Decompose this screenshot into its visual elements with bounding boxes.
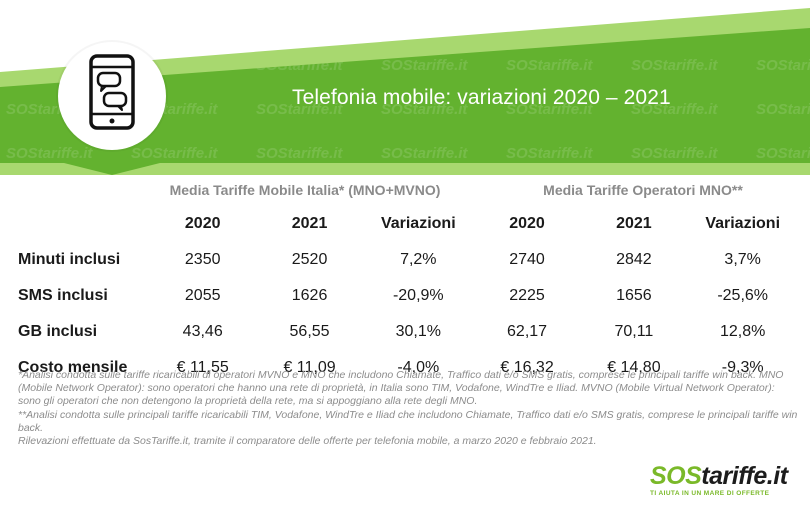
sostariffe-logo: SOStariffe.it TI AIUTA IN UN MARE DI OFF…: [650, 463, 800, 503]
column-header: 2020: [184, 215, 221, 232]
table-cell: 2740: [509, 251, 545, 268]
footnote-mno: **Analisi condotta sulle principali tari…: [18, 408, 798, 434]
column-header: Variazioni: [705, 215, 781, 232]
row-label: Minuti inclusi: [18, 251, 121, 268]
group-title-italia: Media Tariffe Mobile Italia* (MNO+MVNO): [169, 182, 441, 198]
header-banner: SOStariffe.it: [0, 0, 810, 175]
column-header: 2021: [291, 215, 328, 232]
table-cell: 12,8%: [719, 323, 766, 340]
table-header-row: 2020 2021 Variazioni 2020 2021 Variazion…: [18, 206, 798, 242]
column-header-empty: [18, 206, 149, 242]
table-cell: -4,0%: [397, 359, 440, 376]
logo-wordmark: SOStariffe.it: [650, 462, 788, 490]
table-cell: 2350: [184, 251, 221, 268]
table-cell: 2055: [184, 287, 221, 304]
table-row: Costo mensile € 11,55 € 11,09 -4,0% € 16…: [18, 350, 798, 386]
column-header: 2020: [509, 215, 545, 232]
table-cell: 43,46: [182, 323, 223, 340]
table-cell: € 11,09: [283, 359, 336, 376]
table-cell: -25,6%: [717, 287, 769, 304]
table-cell: -9,3%: [721, 359, 764, 376]
table-cell: -20,9%: [392, 287, 444, 304]
logo-tagline: TI AIUTA IN UN MARE DI OFFERTE: [650, 490, 770, 497]
table-row: GB inclusi 43,46 56,55 30,1% 62,17 70,11…: [18, 314, 798, 350]
group-title-mno: Media Tariffe Operatori MNO**: [543, 182, 743, 198]
footnote-source: Rilevazioni effettuate da SosTariffe.it,…: [18, 435, 597, 448]
footnotes: *Analisi condotta sulle tariffe ricarica…: [18, 369, 798, 448]
tariff-table: 2020 2021 Variazioni 2020 2021 Variazion…: [18, 206, 798, 386]
table-cell: € 14,80: [607, 359, 661, 376]
table-cell: € 11,55: [176, 359, 229, 376]
table-cell: 62,17: [507, 323, 548, 340]
table-cell: 2520: [291, 251, 328, 268]
table-cell: 56,55: [289, 323, 330, 340]
row-label: Costo mensile: [18, 359, 128, 376]
phone-icon-circle: [58, 42, 166, 150]
table-cell: 1626: [291, 287, 328, 304]
table-cell: 70,11: [614, 323, 654, 340]
table-row: Minuti inclusi 2350 2520 7,2% 2740 2842 …: [18, 242, 798, 278]
column-header: Variazioni: [380, 215, 456, 232]
table-cell: 3,7%: [724, 251, 761, 268]
column-header: 2021: [616, 215, 652, 232]
table-cell: 1656: [616, 287, 652, 304]
page-title: Telefonia mobile: variazioni 2020 – 2021: [292, 86, 671, 109]
row-label: SMS inclusi: [18, 287, 108, 304]
table-row: SMS inclusi 2055 1626 -20,9% 2225 1656 -…: [18, 278, 798, 314]
row-label: GB inclusi: [18, 323, 98, 340]
table-cell: 2225: [509, 287, 545, 304]
table-cell: 7,2%: [400, 251, 437, 268]
table-cell: € 16,32: [500, 359, 554, 376]
footnote-mvno: *Analisi condotta sulle tariffe ricarica…: [18, 369, 784, 408]
banner-watermark-pattern: [0, 28, 810, 175]
table-cell: 30,1%: [395, 323, 441, 340]
banner-background: SOStariffe.it: [0, 8, 810, 175]
smartphone-chat-icon: [89, 54, 135, 130]
table-cell: 2842: [616, 251, 652, 268]
